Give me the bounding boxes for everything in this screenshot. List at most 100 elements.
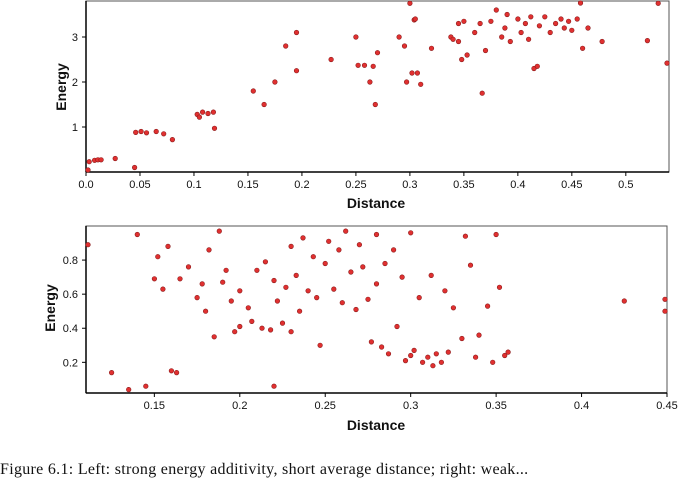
- top-data-point: [353, 34, 359, 40]
- bottom-data-point: [348, 269, 354, 275]
- bottom-data-point: [160, 286, 166, 292]
- top-data-point: [133, 129, 139, 135]
- top-data-point: [515, 16, 521, 22]
- bottom-y-tick-label: 0.6: [63, 289, 78, 301]
- bottom-data-point: [433, 351, 439, 357]
- top-data-point: [477, 20, 483, 27]
- top-data-point: [407, 0, 413, 6]
- top-data-point: [370, 63, 376, 69]
- bottom-x-ticks: 0.15 0.2 0.25 0.3 0.35 0.4 0.45: [144, 393, 678, 412]
- top-x-tick-label: 0.0: [78, 179, 93, 191]
- top-x-tick-label: 0.15: [237, 179, 258, 191]
- bottom-data-point: [408, 352, 414, 359]
- top-data-point: [196, 114, 202, 120]
- top-data-point: [472, 29, 478, 36]
- bottom-data-point: [473, 354, 479, 360]
- bottom-x-tick-label: 0.35: [485, 400, 506, 412]
- bottom-data-point: [237, 323, 243, 330]
- bottom-data-point: [297, 308, 303, 314]
- top-data-point: [459, 56, 465, 63]
- top-data-point: [210, 109, 216, 115]
- top-data-point: [547, 29, 553, 36]
- top-y-ticks: 1 2 3: [72, 32, 86, 134]
- top-plot-frame: [85, 0, 670, 173]
- bottom-data-point: [177, 276, 183, 282]
- bottom-plot-frame: [85, 225, 668, 394]
- bottom-data-point: [425, 354, 431, 360]
- bottom-data-point: [339, 300, 345, 306]
- bottom-data-point: [245, 305, 251, 311]
- bottom-data-point: [373, 281, 380, 287]
- top-data-point: [153, 128, 159, 135]
- bottom-data-point: [211, 334, 217, 340]
- top-y-tick-label: 3: [72, 32, 78, 44]
- bottom-data-point: [206, 247, 212, 253]
- figure-caption: Figure 6.1: Left: strong energy additivi…: [0, 461, 529, 478]
- top-x-tick-label: 0.4: [510, 179, 525, 191]
- bottom-data-point: [314, 295, 320, 301]
- bottom-data-point: [237, 288, 243, 294]
- top-data-point: [205, 110, 211, 117]
- bottom-data-point: [331, 286, 337, 292]
- bottom-data-point: [490, 359, 496, 365]
- bottom-data-point: [199, 281, 205, 287]
- top-data-point: [404, 79, 410, 85]
- bottom-x-tick-label: 0.2: [232, 400, 247, 412]
- top-data-points: [85, 0, 670, 173]
- bottom-data-point: [143, 383, 149, 389]
- bottom-x-tick-label: 0.4: [574, 400, 589, 412]
- bottom-data-point: [220, 279, 226, 285]
- bottom-data-point: [151, 276, 157, 282]
- bottom-data-point: [399, 274, 405, 280]
- bottom-data-point: [442, 288, 448, 294]
- bottom-data-point: [85, 242, 91, 248]
- bottom-data-point: [485, 303, 491, 309]
- top-data-point: [112, 155, 118, 162]
- bottom-data-point: [300, 235, 306, 241]
- top-data-point: [361, 62, 368, 68]
- bottom-data-point: [271, 277, 277, 284]
- bottom-data-point: [428, 272, 434, 279]
- bottom-data-point: [134, 231, 140, 238]
- top-data-point: [169, 137, 175, 143]
- top-data-point: [138, 128, 144, 135]
- bottom-x-axis-title: Distance: [347, 417, 406, 433]
- top-data-point: [455, 38, 462, 45]
- bottom-data-point: [445, 349, 451, 355]
- bottom-data-point: [382, 260, 388, 267]
- top-data-point: [525, 36, 532, 42]
- bottom-data-point: [505, 349, 511, 355]
- bottom-data-point: [259, 325, 265, 331]
- top-x-tick-label: 0.2: [294, 179, 309, 191]
- top-data-point: [132, 164, 138, 171]
- bottom-data-point: [174, 370, 180, 376]
- top-data-point: [412, 16, 418, 22]
- top-y-tick-label: 1: [72, 122, 78, 134]
- top-data-point: [161, 131, 167, 137]
- top-data-point: [272, 79, 278, 85]
- bottom-y-tick-label: 0.8: [63, 255, 78, 267]
- bottom-data-point: [228, 298, 234, 304]
- top-data-point: [518, 29, 524, 36]
- top-data-point: [293, 68, 300, 74]
- bottom-y-axis-title: Energy: [42, 284, 58, 332]
- top-data-point: [488, 18, 494, 24]
- top-x-tick-label: 0.05: [129, 179, 150, 191]
- top-data-point: [655, 0, 661, 6]
- top-data-point: [502, 25, 508, 31]
- bottom-data-point: [462, 233, 469, 239]
- bottom-y-tick-label: 0.2: [63, 357, 78, 369]
- top-data-point: [211, 125, 218, 131]
- bottom-data-point: [496, 284, 503, 290]
- bottom-data-point: [168, 368, 174, 374]
- bottom-x-tick-label: 0.3: [403, 400, 418, 412]
- bottom-data-point: [493, 231, 499, 238]
- bottom-data-point: [402, 358, 409, 364]
- bottom-data-point: [293, 272, 299, 279]
- top-data-point: [479, 90, 485, 96]
- bottom-data-point: [288, 329, 294, 335]
- bottom-data-point: [223, 267, 229, 273]
- top-data-point: [552, 20, 559, 27]
- bottom-data-point: [155, 254, 161, 260]
